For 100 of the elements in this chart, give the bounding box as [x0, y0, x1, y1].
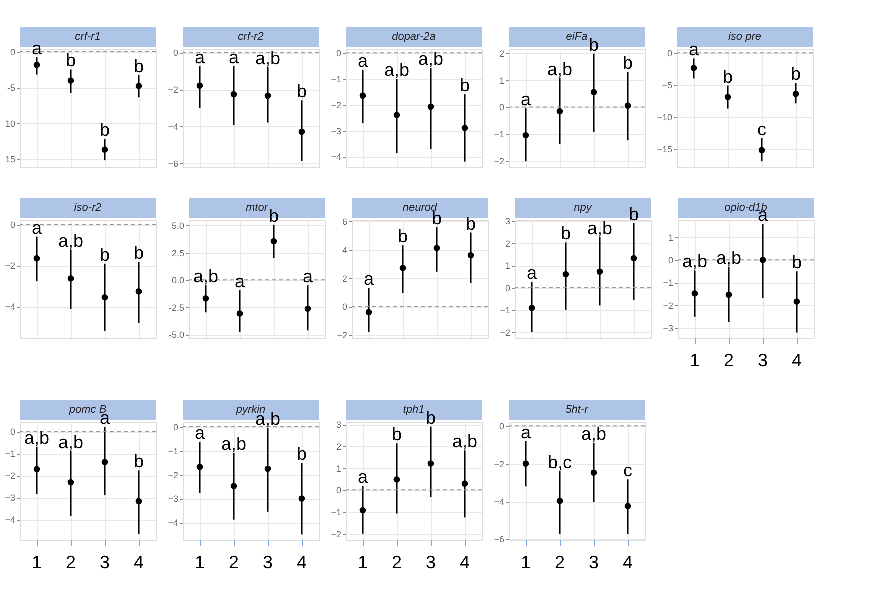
x-tick-label: 2	[66, 552, 76, 572]
annotation: b	[134, 243, 144, 264]
annotation: a,b	[255, 48, 281, 68]
y-tick-label: −2	[494, 156, 504, 167]
y-tick-label: 0	[499, 422, 504, 432]
annotation: a,b	[24, 428, 50, 448]
x-tick-label: 2	[724, 350, 734, 370]
chart-title: 5ht-r	[566, 404, 590, 416]
annotation: a	[194, 48, 206, 68]
y-tick-label: -5.0	[168, 330, 184, 340]
y-tick-label: −4	[168, 518, 178, 528]
annotation: a,b	[193, 266, 219, 287]
x-tick-label: 1	[358, 552, 368, 572]
annotation: b	[296, 82, 308, 102]
y-tick-label: 2.5	[172, 248, 184, 258]
annotation: b	[466, 214, 476, 234]
annotation: b	[460, 76, 470, 96]
y-tick-label: −4	[5, 302, 16, 312]
y-tick-label: −4	[331, 152, 342, 162]
x-tick-label: 3	[588, 552, 600, 572]
x-tick-label: 3	[758, 350, 768, 370]
annotation: a	[32, 38, 43, 59]
annotation: a,b	[452, 432, 478, 452]
y-tick-label: 0	[336, 48, 342, 59]
y-tick-label: −1	[331, 508, 342, 518]
annotation: a	[32, 218, 43, 238]
y-tick-label: −2	[168, 470, 178, 480]
annotation: b	[622, 53, 634, 74]
annotation: a,b	[547, 59, 573, 80]
x-tick-label: 4	[296, 552, 308, 572]
x-tick-label: 2	[228, 552, 240, 572]
x-tick-label: 1	[520, 552, 532, 572]
x-tick-label: 4	[460, 552, 470, 572]
y-tick-label: 2	[505, 238, 510, 249]
y-tick-label: −1	[331, 74, 342, 85]
y-tick-label: 0	[336, 486, 342, 496]
y-tick-label: 0	[342, 302, 348, 312]
x-tick-label: 3	[100, 552, 110, 572]
x-tick-label: 2	[554, 552, 566, 572]
y-tick-label: 2	[336, 442, 342, 452]
x-tick-label: 1	[32, 552, 42, 572]
y-tick-label: 15	[5, 154, 16, 165]
y-tick-label: 0	[173, 48, 178, 58]
annotation: b	[134, 56, 144, 76]
annotation: b	[426, 408, 436, 428]
annotation: a	[364, 269, 375, 290]
y-tick-label: −2	[5, 471, 16, 482]
annotation: b	[560, 224, 572, 244]
annotation: b	[100, 120, 110, 140]
annotation: a	[302, 266, 314, 287]
y-tick-label: 5.0	[172, 220, 184, 231]
y-tick-label: 0	[499, 102, 504, 113]
annotation: a	[234, 271, 246, 292]
y-tick-label: −6	[168, 158, 178, 169]
annotation: a,b	[581, 424, 607, 444]
chart-title: dopar-2a	[392, 31, 436, 43]
annotation: a,b	[682, 252, 708, 272]
annotation: b	[100, 244, 110, 265]
chart-title: tph1	[403, 404, 425, 416]
chart-title: iso-r2	[74, 202, 102, 214]
y-tick-label: 4	[342, 245, 348, 256]
y-tick-label: −3	[168, 494, 178, 504]
y-tick-label: −3	[331, 126, 342, 136]
y-tick-label: −3	[5, 493, 16, 504]
y-tick-label: −5	[662, 80, 672, 91]
annotation: b	[268, 206, 280, 226]
y-tick-label: −2	[5, 261, 16, 272]
y-tick-label: 0	[668, 256, 674, 266]
y-tick-label: −6	[494, 534, 504, 545]
annotation: a	[228, 48, 240, 68]
chart-title: iso pre	[728, 31, 762, 43]
annotation: a	[520, 90, 532, 110]
x-tick-label: 3	[426, 552, 436, 572]
chart-title: crf-r1	[75, 31, 101, 43]
annotation: b,c	[548, 452, 572, 473]
chart-title: mtor	[246, 202, 270, 214]
y-tick-label: −1	[168, 446, 178, 456]
y-tick-label: −4	[5, 515, 16, 526]
annotation: b	[398, 226, 408, 247]
y-tick-label: 1	[505, 261, 510, 272]
x-tick-label: 4	[622, 552, 634, 572]
annotation: a,b	[587, 218, 613, 238]
y-tick-label: −15	[657, 144, 672, 155]
y-tick-label: −1	[663, 278, 674, 288]
y-tick-label: 1	[336, 464, 342, 474]
annotation: a,b	[418, 49, 444, 70]
y-tick-label: -2.5	[168, 302, 184, 313]
y-tick-label: −2	[168, 85, 178, 96]
annotation: b	[588, 34, 600, 55]
y-tick-label: −4	[168, 122, 178, 132]
y-tick-label: 0	[667, 48, 672, 59]
x-tick-label: 4	[134, 552, 144, 572]
y-tick-label: 1	[668, 232, 674, 243]
y-tick-label: −10	[657, 112, 672, 123]
annotation: a	[520, 422, 532, 442]
y-tick-label: 3	[336, 420, 342, 430]
annotation: b	[392, 424, 402, 445]
y-tick-label: −3	[663, 324, 674, 334]
annotation: c	[624, 460, 632, 481]
chart-title: opio-d1b	[724, 202, 768, 214]
